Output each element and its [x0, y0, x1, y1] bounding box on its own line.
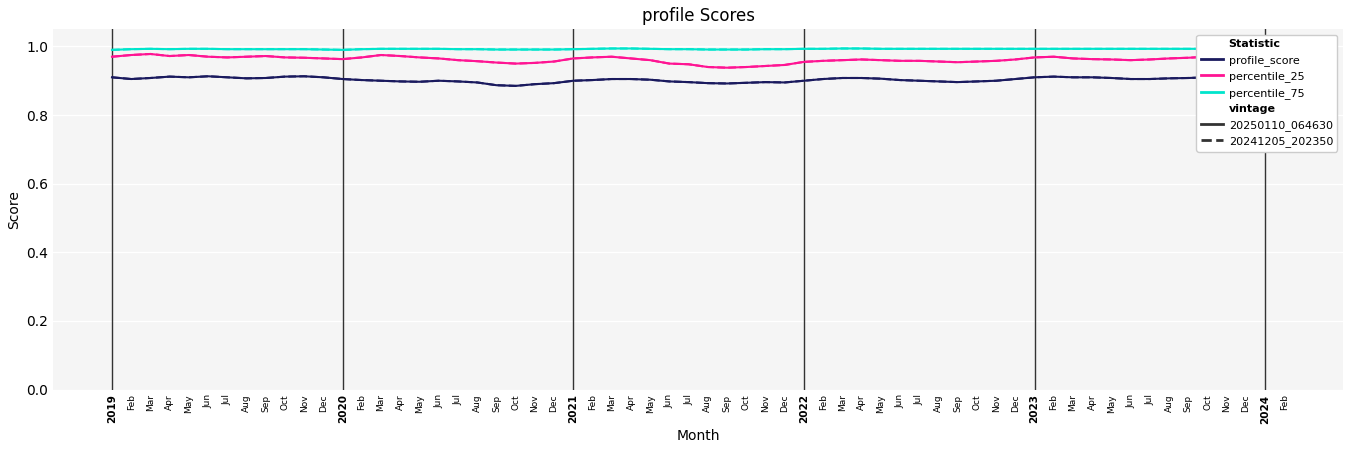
Y-axis label: Score: Score: [7, 190, 22, 229]
X-axis label: Month: Month: [676, 429, 720, 443]
Title: profile Scores: profile Scores: [641, 7, 755, 25]
Legend: Statistic, profile_score, percentile_25, percentile_75, vintage, 20250110_064630: Statistic, profile_score, percentile_25,…: [1196, 35, 1338, 152]
